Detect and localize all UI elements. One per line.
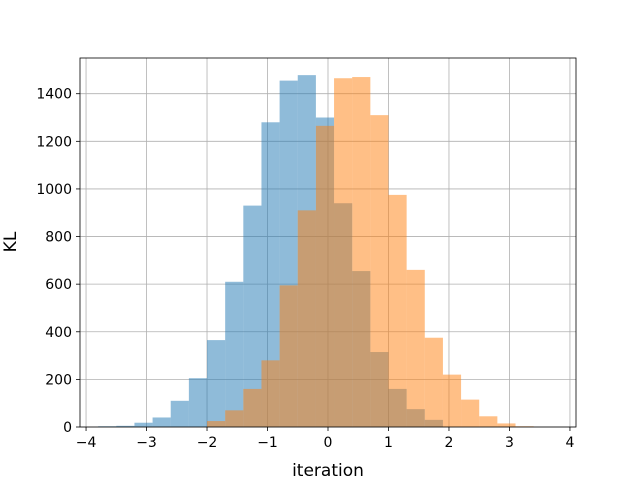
histogram-bar [352, 77, 371, 427]
histogram-bar [497, 423, 516, 427]
histogram-bars [98, 75, 534, 428]
histogram-bar [334, 78, 353, 428]
histogram-bar [188, 378, 208, 427]
x-tick-label: 2 [445, 435, 454, 451]
histogram-bar [225, 281, 244, 427]
histogram-bar [207, 421, 226, 427]
x-tick-label: −3 [136, 435, 157, 451]
x-axis-label: iteration [292, 461, 364, 480]
x-tick-label: 1 [384, 435, 393, 451]
histogram-bar [134, 422, 153, 427]
y-axis: 0 200 400 600 800 1000 1200 1400 [36, 87, 80, 436]
y-tick-label: 0 [63, 420, 72, 436]
histogram-bar [279, 285, 298, 427]
x-tick-label: −2 [197, 435, 218, 451]
y-tick-label: 1200 [36, 134, 72, 150]
histogram-bar [461, 399, 480, 427]
y-axis-label: KL [1, 231, 21, 252]
histogram-bar [370, 115, 389, 427]
histogram-bar [243, 205, 262, 427]
y-tick-label: 800 [45, 230, 72, 246]
histogram-bar [170, 400, 189, 427]
histogram-bar [388, 194, 407, 427]
histogram-bar [207, 340, 226, 427]
x-axis: −4 −3 −2 −1 0 1 2 3 4 [76, 427, 574, 451]
histogram-series-2 [207, 77, 534, 428]
histogram-bar [297, 210, 316, 427]
x-tick-label: −4 [76, 435, 97, 451]
histogram-bar [261, 360, 280, 427]
y-tick-label: 200 [45, 372, 72, 388]
histogram-bar [406, 269, 425, 427]
histogram-bar [479, 416, 498, 427]
x-tick-label: −1 [257, 435, 278, 451]
histogram-bar [261, 122, 280, 428]
y-tick-label: 400 [45, 325, 72, 341]
x-tick-label: 4 [565, 435, 574, 451]
x-tick-label: 0 [324, 435, 333, 451]
x-tick-label: 3 [505, 435, 514, 451]
histogram-bar [225, 410, 244, 427]
histogram-bar [424, 337, 443, 427]
histogram-bar [315, 125, 335, 427]
y-tick-label: 600 [45, 277, 72, 293]
y-tick-label: 1000 [36, 182, 72, 198]
histogram-bar [442, 374, 462, 427]
histogram-bar [243, 388, 262, 427]
histogram-bar [116, 425, 135, 427]
y-tick-label: 1400 [36, 87, 72, 103]
histogram-bar [152, 417, 171, 427]
